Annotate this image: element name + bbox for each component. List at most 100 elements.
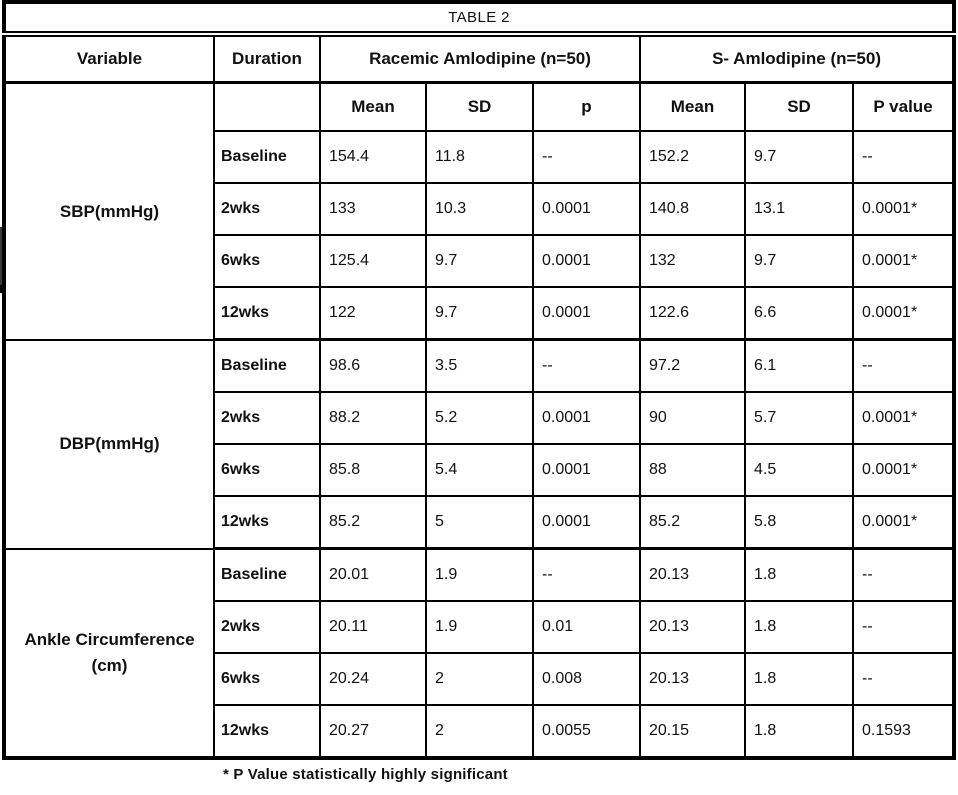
group-header-s-amlodipine: S- Amlodipine (n=50) [638, 33, 956, 84]
data-cell: 0.0001* [851, 182, 956, 236]
subheader-sd-1: SD [425, 81, 534, 132]
data-cell: 20.11 [319, 600, 427, 654]
data-cell: 133 [319, 182, 427, 236]
title-row: TABLE 2 [2, 1, 956, 37]
data-cell: 9.7 [425, 286, 534, 341]
variable-label-line1: Ankle Circumference [24, 630, 195, 650]
table-row-dbp-baseline: DBP(mmHg) Baseline 98.6 3.5 -- 97.2 6.1 … [3, 338, 956, 550]
data-cell: 5.8 [744, 495, 854, 550]
table-row-sbp-baseline: Baseline 154.4 11.8 -- 152.2 9.7 -- [4, 130, 956, 184]
data-cell: 85.2 [319, 495, 427, 550]
footnote: * P Value statistically highly significa… [223, 766, 508, 783]
data-cell: 20.13 [639, 600, 746, 654]
table-row-ankle-baseline: Ankle Circumference (cm) Baseline 20.01 … [3, 547, 956, 759]
duration-cell: Baseline [213, 338, 321, 393]
table-row-dbp-12wks: 12wks 85.2 5 0.0001 85.2 5.8 0.0001* [4, 495, 956, 550]
data-cell: 5.4 [425, 443, 534, 497]
table-row-sbp-6wks: 6wks 125.4 9.7 0.0001 132 9.7 0.0001* [4, 234, 956, 288]
data-cell: -- [851, 547, 956, 602]
data-cell: 0.0001* [851, 443, 956, 497]
data-cell: 2 [425, 704, 534, 759]
table-row-sbp-12wks: 12wks 122 9.7 0.0001 122.6 6.6 0.0001* [4, 286, 956, 341]
data-cell: 5 [425, 495, 534, 550]
data-cell: 1.8 [744, 600, 854, 654]
data-cell: 152.2 [639, 130, 746, 184]
duration-subheader-empty [213, 81, 321, 132]
data-cell: 0.1593 [851, 704, 956, 759]
data-cell: -- [851, 338, 956, 393]
data-cell: 5.2 [425, 391, 534, 445]
variable-cell-dbp: DBP(mmHg) [3, 338, 215, 550]
data-cell: 9.7 [744, 234, 854, 288]
data-cell: 1.9 [425, 547, 534, 602]
data-cell: 13.1 [744, 182, 854, 236]
data-cell: 0.0055 [532, 704, 641, 759]
table-row-ankle-2wks: 2wks 20.11 1.9 0.01 20.13 1.8 -- [4, 600, 956, 654]
data-cell: 97.2 [639, 338, 746, 393]
data-cell: 20.13 [639, 652, 746, 706]
results-table: TABLE 2 Variable Duration Racemic Amlodi… [2, 0, 957, 760]
data-cell: 20.15 [639, 704, 746, 759]
data-cell: 0.0001 [532, 286, 641, 341]
data-cell: 6.1 [744, 338, 854, 393]
subheader-pvalue-2: P value [851, 81, 956, 132]
data-cell: 0.0001 [532, 495, 641, 550]
data-cell: 9.7 [425, 234, 534, 288]
data-cell: 1.8 [744, 652, 854, 706]
duration-cell: 2wks [213, 600, 321, 654]
data-cell: 125.4 [319, 234, 427, 288]
data-cell: -- [532, 130, 641, 184]
table-row-sbp-2wks: 2wks 133 10.3 0.0001 140.8 13.1 0.0001* [4, 182, 956, 236]
data-cell: 0.0001 [532, 391, 641, 445]
subheader-row: SBP(mmHg) Mean SD p Mean SD P value [3, 81, 956, 341]
data-cell: 9.7 [744, 130, 854, 184]
duration-cell: 12wks [213, 495, 321, 550]
data-cell: 0.0001* [851, 286, 956, 341]
data-cell: 6.6 [744, 286, 854, 341]
duration-cell: 6wks [213, 234, 321, 288]
duration-cell: 2wks [213, 391, 321, 445]
data-cell: 154.4 [319, 130, 427, 184]
variable-label-line2: (cm) [91, 655, 128, 675]
table-row-dbp-6wks: 6wks 85.8 5.4 0.0001 88 4.5 0.0001* [4, 443, 956, 497]
data-cell: 1.8 [744, 547, 854, 602]
variable-cell-sbp: SBP(mmHg) [3, 81, 215, 341]
data-cell: -- [851, 600, 956, 654]
data-cell: 0.01 [532, 600, 641, 654]
data-cell: 85.8 [319, 443, 427, 497]
data-cell: 140.8 [639, 182, 746, 236]
data-cell: -- [851, 652, 956, 706]
data-cell: 5.7 [744, 391, 854, 445]
data-cell: 98.6 [319, 338, 427, 393]
data-cell: -- [851, 130, 956, 184]
duration-cell: 12wks [213, 286, 321, 341]
data-cell: 0.0001* [851, 495, 956, 550]
data-cell: 20.24 [319, 652, 427, 706]
data-cell: 20.27 [319, 704, 427, 759]
subheader-sd-2: SD [744, 81, 854, 132]
group-header-racemic-amlodipine: Racemic Amlodipine (n=50) [319, 33, 641, 84]
data-cell: 0.0001* [851, 391, 956, 445]
variable-cell-ankle-circumference: Ankle Circumference (cm) [3, 547, 215, 759]
data-cell: 20.13 [639, 547, 746, 602]
duration-cell: Baseline [213, 547, 321, 602]
data-cell: 3.5 [425, 338, 534, 393]
data-cell: -- [532, 338, 641, 393]
data-cell: 88.2 [319, 391, 427, 445]
data-cell: 0.008 [532, 652, 641, 706]
data-cell: 88 [639, 443, 746, 497]
data-cell: 122 [319, 286, 427, 341]
scan-artifact-line [0, 227, 2, 285]
subheader-p-1: p [532, 81, 641, 132]
data-cell: 122.6 [639, 286, 746, 341]
subheader-mean-1: Mean [319, 81, 427, 132]
duration-cell: 12wks [213, 704, 321, 759]
table-row-ankle-12wks: 12wks 20.27 2 0.0055 20.15 1.8 0.1593 [4, 704, 956, 759]
table-row-dbp-2wks: 2wks 88.2 5.2 0.0001 90 5.7 0.0001* [4, 391, 956, 445]
data-cell: 1.9 [425, 600, 534, 654]
duration-cell: Baseline [213, 130, 321, 184]
table-row-ankle-6wks: 6wks 20.24 2 0.008 20.13 1.8 -- [4, 652, 956, 706]
data-cell: 4.5 [744, 443, 854, 497]
col-header-variable: Variable [3, 33, 215, 84]
data-cell: 0.0001 [532, 234, 641, 288]
